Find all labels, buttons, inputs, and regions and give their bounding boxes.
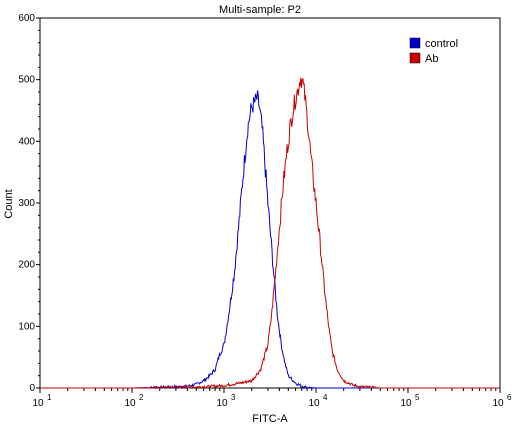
x-tick-label: 10 xyxy=(308,398,320,409)
x-tick-exponent: 3 xyxy=(231,393,236,402)
x-tick-label: 10 xyxy=(492,398,504,409)
x-tick-exponent: 2 xyxy=(139,393,144,402)
x-tick-exponent: 5 xyxy=(415,393,420,402)
y-tick-label: 100 xyxy=(18,321,35,332)
plot-frame xyxy=(39,17,501,389)
x-axis-title: FITC-A xyxy=(252,413,288,425)
legend-label: control xyxy=(425,38,458,50)
x-tick-label: 10 xyxy=(124,398,136,409)
x-tick-exponent: 4 xyxy=(323,393,328,402)
y-tick-label: 600 xyxy=(18,13,35,24)
y-tick-label: 0 xyxy=(29,383,35,394)
x-tick-label: 10 xyxy=(32,398,44,409)
y-tick-label: 300 xyxy=(18,198,35,209)
legend-label: Ab xyxy=(425,53,438,65)
legend-swatch xyxy=(409,52,421,64)
y-tick-label: 400 xyxy=(18,136,35,147)
y-tick-label: 500 xyxy=(18,75,35,86)
chart-title: Multi-sample: P2 xyxy=(219,4,301,16)
x-tick-exponent: 1 xyxy=(47,393,52,402)
series-line-1 xyxy=(40,77,500,390)
x-tick-label: 10 xyxy=(216,398,228,409)
y-axis-title: Count xyxy=(3,189,15,218)
series-line-0 xyxy=(40,90,500,389)
x-tick-exponent: 6 xyxy=(507,393,512,402)
legend-swatch xyxy=(409,37,421,49)
y-tick-label: 200 xyxy=(18,260,35,271)
x-tick-label: 10 xyxy=(400,398,412,409)
